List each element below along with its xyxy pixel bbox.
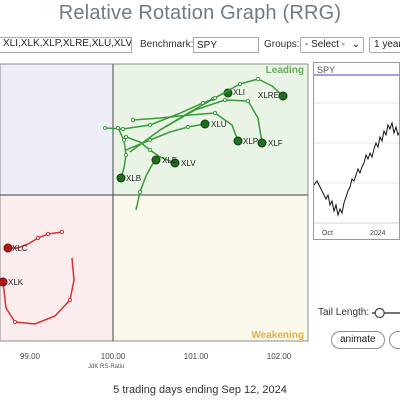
tail-xlf[interactable]: XLF [159, 97, 283, 148]
reset-button[interactable] [389, 331, 400, 349]
tail-xlb[interactable]: XLB [115, 125, 141, 183]
slider-thumb[interactable] [374, 307, 385, 319]
tail-xlc[interactable]: XLC [3, 229, 65, 253]
xlc-head[interactable] [3, 243, 13, 253]
tail-xlv[interactable]: XLV [123, 134, 196, 168]
rrg-chart: Leading Weakening XLI XLRE XLU [0, 63, 309, 370]
xle-head[interactable] [151, 155, 161, 165]
xlc-label: XLC [12, 244, 28, 253]
xlre-label: XLRE [258, 91, 279, 100]
benchmark-price-svg: SPY Oct 2024 [314, 65, 399, 237]
xle-label: XLE [162, 156, 177, 165]
page-title: Relative Rotation Graph (RRG) [58, 2, 342, 24]
x-tick-label: 102.00 [267, 352, 292, 361]
xlu-head[interactable] [200, 119, 210, 129]
xlu-label: XLU [211, 120, 227, 129]
animate-button[interactable]: animate [331, 331, 385, 349]
xlp-label: XLP [243, 137, 258, 146]
weakening-label: Weakening [251, 330, 304, 341]
period-footer: 5 trading days ending Sep 12, 2024 [113, 384, 287, 396]
xlb-label: XLB [126, 174, 141, 183]
benchmark-price-line [314, 121, 399, 217]
xlk-label: XLK [8, 278, 24, 287]
period-select[interactable]: 1 year [369, 37, 400, 53]
xlf-head[interactable] [257, 138, 267, 148]
improving-quadrant [0, 64, 113, 195]
xlv-head[interactable] [170, 158, 180, 168]
side-x-tick-label: 2024 [370, 230, 386, 237]
plot-border [0, 63, 309, 342]
chevron-down-icon: ⌄ [351, 39, 360, 50]
groups-select[interactable]: - Select - ⌄ [300, 37, 364, 53]
benchmark-price-chart: SPY Oct 2024 [313, 62, 400, 240]
tail-xle[interactable]: XLE [135, 155, 177, 211]
benchmark-symbol-label: SPY [317, 65, 335, 75]
period-select-value: 1 year [374, 39, 400, 50]
groups-label: Groups: [264, 39, 300, 50]
xlf-label: XLF [268, 139, 283, 148]
symbols-input[interactable]: XLI,XLK,XLP,XLRE,XLU,XLV,XL [0, 37, 132, 53]
leading-quadrant [113, 64, 308, 195]
xlre-head[interactable] [278, 91, 288, 101]
weakening-quadrant [113, 195, 308, 341]
xlb-head[interactable] [116, 173, 126, 183]
tail-xlk[interactable]: XLK [0, 257, 75, 325]
xlp-head[interactable] [233, 136, 243, 146]
x-tick-label: 101.00 [184, 352, 209, 361]
benchmark-input[interactable] [193, 37, 259, 53]
groups-select-value: - Select - [305, 39, 346, 50]
xlk-head[interactable] [0, 277, 8, 287]
tail-length-label: Tail Length: [318, 307, 370, 318]
xlv-label: XLV [181, 159, 196, 168]
xli-label: XLI [233, 88, 245, 97]
tail-length-slider[interactable] [372, 306, 400, 320]
tail-xlp[interactable]: XLP [130, 110, 258, 146]
leading-label: Leading [266, 65, 304, 76]
x-tick-label: 100.00 [101, 352, 126, 361]
lagging-quadrant [0, 195, 113, 341]
benchmark-label: Benchmark: [140, 39, 194, 50]
x-tick-label: 99.00 [20, 352, 41, 361]
side-x-tick-label: Oct [322, 230, 333, 237]
x-axis-label: JdK RS-Ratio [88, 364, 125, 370]
